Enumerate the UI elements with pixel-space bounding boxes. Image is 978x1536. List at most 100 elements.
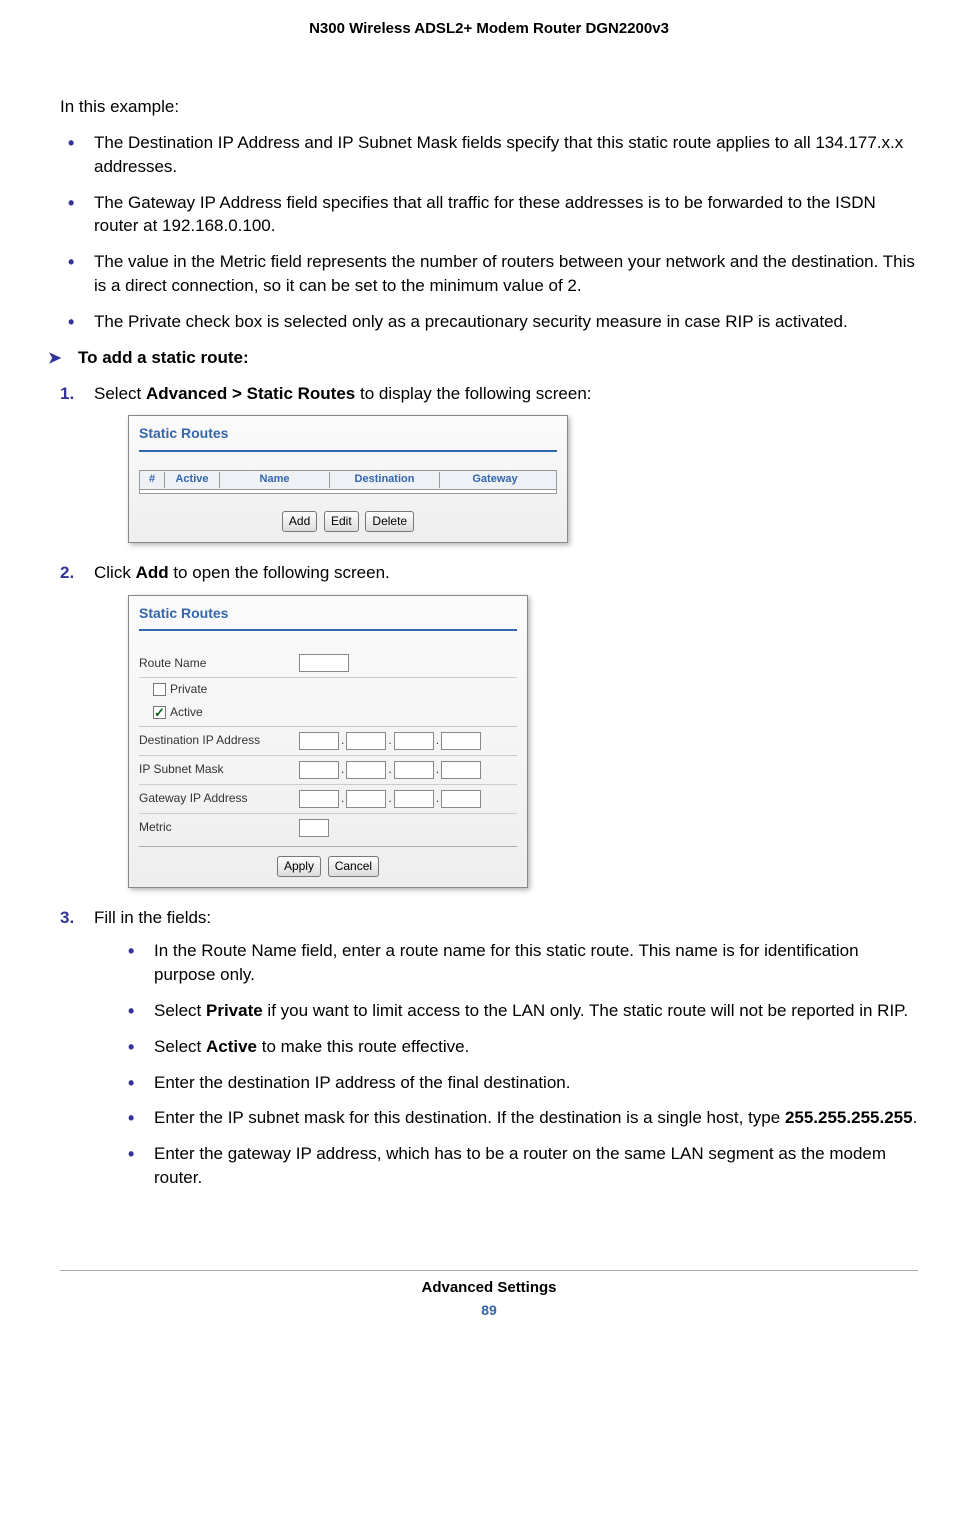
step3-bullets: In the Route Name field, enter a route n…	[94, 939, 918, 1189]
dot: .	[388, 761, 391, 778]
col-gateway: Gateway	[440, 472, 550, 487]
private-label: Private	[170, 681, 207, 698]
screenshot-title: Static Routes	[139, 602, 517, 630]
cancel-button[interactable]: Cancel	[328, 856, 379, 877]
bullet-item: The Gateway IP Address field specifies t…	[60, 191, 918, 239]
step3-item: Enter the destination IP address of the …	[120, 1071, 918, 1095]
dest-ip-label: Destination IP Address	[139, 732, 299, 749]
step2-bold: Add	[136, 563, 169, 582]
route-name-label: Route Name	[139, 655, 299, 672]
col-active: Active	[165, 472, 220, 487]
metric-label: Metric	[139, 819, 299, 836]
step3-item: Select Active to make this route effecti…	[120, 1035, 918, 1059]
intro-text: In this example:	[60, 97, 918, 117]
screenshot-title: Static Routes	[139, 422, 557, 450]
subnet-row: IP Subnet Mask . . .	[139, 756, 517, 785]
routes-table-header: # Active Name Destination Gateway	[139, 470, 557, 490]
bullet-item: The Destination IP Address and IP Subnet…	[60, 131, 918, 179]
dot: .	[341, 790, 344, 807]
text: to make this route effective.	[257, 1037, 469, 1056]
dot: .	[388, 790, 391, 807]
metric-row: Metric	[139, 814, 517, 842]
route-name-input[interactable]	[299, 654, 349, 672]
subnet-inputs: . . .	[299, 761, 481, 779]
ip-octet-input[interactable]	[441, 761, 481, 779]
step1-bold: Advanced > Static Routes	[146, 384, 355, 403]
bold-text: 255.255.255.255	[785, 1108, 913, 1127]
button-row: Add Edit Delete	[139, 508, 557, 532]
step2-pre: Click	[94, 563, 136, 582]
divider	[139, 846, 517, 847]
ip-octet-input[interactable]	[394, 790, 434, 808]
dest-ip-inputs: . . .	[299, 732, 481, 750]
metric-input[interactable]	[299, 819, 329, 837]
active-checkbox[interactable]	[153, 706, 166, 719]
edit-button[interactable]: Edit	[324, 511, 359, 532]
text: Select	[154, 1037, 206, 1056]
dest-ip-row: Destination IP Address . . .	[139, 727, 517, 756]
step3-item: Enter the gateway IP address, which has …	[120, 1142, 918, 1190]
dot: .	[436, 761, 439, 778]
dot: .	[436, 790, 439, 807]
bold-text: Active	[206, 1037, 257, 1056]
dot: .	[436, 732, 439, 749]
delete-button[interactable]: Delete	[365, 511, 414, 532]
route-name-row: Route Name	[139, 649, 517, 678]
divider	[139, 450, 557, 452]
divider	[139, 629, 517, 631]
step-3: Fill in the fields: In the Route Name fi…	[60, 906, 918, 1190]
routes-table-body	[139, 490, 557, 494]
step3-title: Fill in the fields:	[94, 908, 211, 927]
ip-octet-input[interactable]	[394, 761, 434, 779]
page-header: N300 Wireless ADSL2+ Modem Router DGN220…	[60, 20, 918, 37]
subnet-label: IP Subnet Mask	[139, 761, 299, 778]
private-checkbox[interactable]	[153, 683, 166, 696]
active-row: Active	[139, 701, 517, 727]
form-rows: Route Name Private Active Destination IP…	[139, 649, 517, 842]
step1-pre: Select	[94, 384, 146, 403]
gateway-row: Gateway IP Address . . .	[139, 785, 517, 814]
text: if you want to limit access to the LAN o…	[263, 1001, 908, 1020]
step-2: Click Add to open the following screen. …	[60, 561, 918, 888]
page-footer: Advanced Settings 89	[60, 1270, 918, 1318]
static-routes-form-screenshot: Static Routes Route Name Private Active …	[128, 595, 528, 888]
ip-octet-input[interactable]	[441, 732, 481, 750]
ip-octet-input[interactable]	[299, 732, 339, 750]
footer-page-number: 89	[60, 1302, 918, 1318]
col-destination: Destination	[330, 472, 440, 487]
footer-title: Advanced Settings	[60, 1279, 918, 1296]
text: Select	[154, 1001, 206, 1020]
ip-octet-input[interactable]	[346, 732, 386, 750]
dot: .	[388, 732, 391, 749]
ip-octet-input[interactable]	[441, 790, 481, 808]
procedure-heading: To add a static route:	[60, 348, 918, 368]
static-routes-list-screenshot: Static Routes # Active Name Destination …	[128, 415, 568, 542]
step3-item: Select Private if you want to limit acce…	[120, 999, 918, 1023]
step3-item: Enter the IP subnet mask for this destin…	[120, 1106, 918, 1130]
bullet-item: The value in the Metric field represents…	[60, 250, 918, 298]
step-list: Select Advanced > Static Routes to displ…	[60, 382, 918, 1190]
text: Enter the IP subnet mask for this destin…	[154, 1108, 785, 1127]
dot: .	[341, 761, 344, 778]
ip-octet-input[interactable]	[299, 761, 339, 779]
dot: .	[341, 732, 344, 749]
step-1: Select Advanced > Static Routes to displ…	[60, 382, 918, 543]
step2-post: to open the following screen.	[169, 563, 390, 582]
gateway-inputs: . . .	[299, 790, 481, 808]
button-row: Apply Cancel	[139, 853, 517, 877]
example-bullets: The Destination IP Address and IP Subnet…	[60, 131, 918, 334]
gateway-label: Gateway IP Address	[139, 790, 299, 807]
ip-octet-input[interactable]	[394, 732, 434, 750]
ip-octet-input[interactable]	[346, 761, 386, 779]
text: .	[913, 1108, 918, 1127]
bold-text: Private	[206, 1001, 263, 1020]
add-button[interactable]: Add	[282, 511, 317, 532]
step1-post: to display the following screen:	[355, 384, 591, 403]
private-row: Private	[139, 678, 517, 701]
bullet-item: The Private check box is selected only a…	[60, 310, 918, 334]
active-label: Active	[170, 704, 203, 721]
ip-octet-input[interactable]	[299, 790, 339, 808]
apply-button[interactable]: Apply	[277, 856, 321, 877]
ip-octet-input[interactable]	[346, 790, 386, 808]
col-name: Name	[220, 472, 330, 487]
